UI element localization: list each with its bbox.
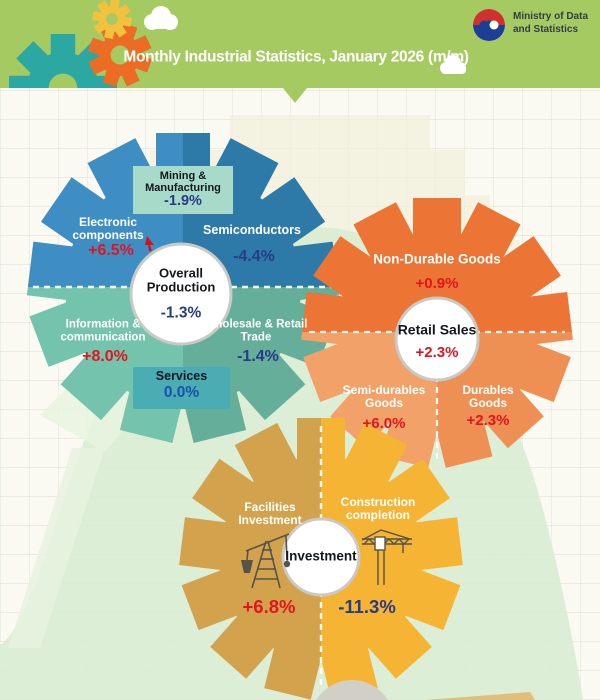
teal-gear-icon xyxy=(9,34,117,88)
page-title: Monthly Industrial Statistics, January 2… xyxy=(123,48,469,66)
production-gear xyxy=(27,133,339,443)
yellow-gear-icon xyxy=(89,0,134,42)
construction-completion-label: Construction completion xyxy=(340,494,416,522)
information-communication-label: Information & communication xyxy=(60,318,146,343)
mining-manufacturing-box: Mining & Manufacturing -1.9% xyxy=(133,166,233,214)
retail-hub-circle xyxy=(394,296,480,382)
production-hub-circle xyxy=(129,242,233,346)
durables-goods-value: +2.3% xyxy=(466,411,510,429)
mining-manufacturing-value: -1.9% xyxy=(164,193,202,210)
semiconductors-label: Semiconductors xyxy=(203,223,301,238)
tan-sliver xyxy=(425,692,535,700)
ministry-line1: Ministry of Data xyxy=(513,11,589,22)
orange-gear-icon xyxy=(80,15,161,96)
mining-manufacturing-label: Mining & Manufacturing xyxy=(145,170,221,195)
retail-gear xyxy=(301,198,573,468)
services-label: Services xyxy=(155,369,208,383)
wholesale-retail-value: -1.4% xyxy=(237,348,279,366)
retail-sales-value: +2.3% xyxy=(415,343,459,361)
cursor-artifact xyxy=(145,236,154,251)
derrick-icon xyxy=(241,533,291,589)
ministry-name: Ministry of Data and Statistics xyxy=(513,10,588,36)
semidurables-goods-value: +6.0% xyxy=(362,414,406,432)
electronic-components-label: Electronic components xyxy=(72,214,144,242)
diagonal-band-2 xyxy=(8,448,105,648)
tower-crane-icon xyxy=(361,529,412,585)
overall-production-value: -1.3% xyxy=(160,304,202,322)
cloud-icon-right xyxy=(440,55,466,74)
header-band xyxy=(0,0,600,103)
header-pointer xyxy=(283,88,307,103)
information-communication-value: +8.0% xyxy=(82,348,128,366)
semiconductors-value: -4.4% xyxy=(233,248,275,266)
investment-label: Investment xyxy=(285,548,357,564)
ministry-logo-icon xyxy=(473,9,505,41)
retail-sales-label: Retail Sales xyxy=(397,321,477,338)
overall-production-label: Overall Production xyxy=(146,265,216,295)
ministry-line2: and Statistics xyxy=(513,24,579,36)
construction-completion-value: -11.3% xyxy=(338,595,396,617)
semidurables-goods-label: Semi-durables Goods xyxy=(342,382,426,410)
gray-gear-peek xyxy=(316,680,388,700)
nondurable-goods-value: +0.9% xyxy=(415,274,459,292)
services-box: Services 0.0% xyxy=(133,367,230,409)
durables-goods-label: Durables Goods xyxy=(462,382,514,410)
facilities-investment-value: +6.8% xyxy=(242,595,296,617)
cloud-icon xyxy=(144,6,178,30)
wholesale-retail-label: Wholesale & Retail Trade xyxy=(204,318,308,343)
nondurable-goods-label: Non-Durable Goods xyxy=(373,251,501,267)
investment-hub-circle xyxy=(281,517,361,597)
facilities-investment-label: Facilities Investment xyxy=(238,499,302,527)
services-value: 0.0% xyxy=(163,383,200,401)
electronic-components-value: +6.5% xyxy=(88,242,134,260)
